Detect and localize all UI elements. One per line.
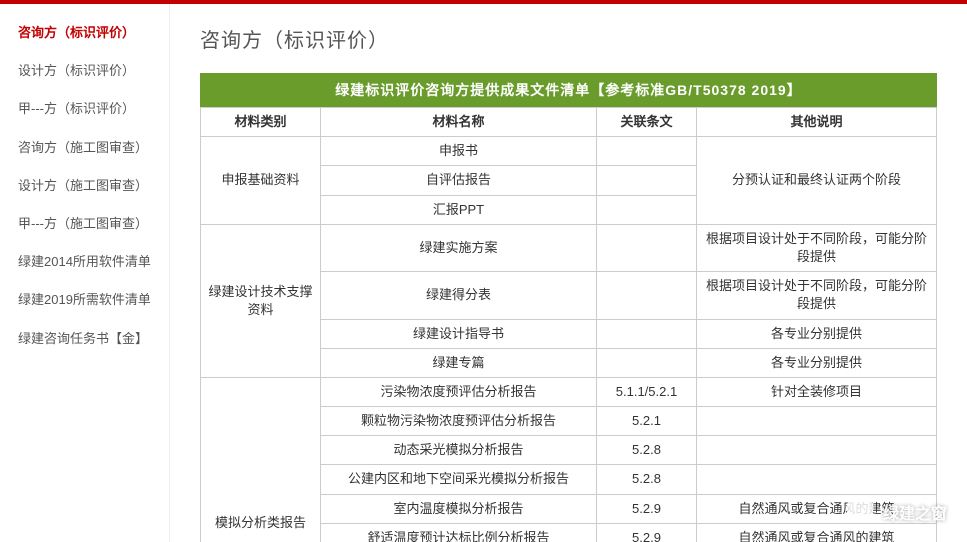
cell-name: 汇报PPT xyxy=(321,195,597,224)
sidebar-item-7[interactable]: 绿建2019所需软件清单 xyxy=(0,281,169,319)
cell-clause xyxy=(597,348,697,377)
cell-name: 动态采光模拟分析报告 xyxy=(321,436,597,465)
cell-clause xyxy=(597,137,697,166)
cell-name: 绿建专篇 xyxy=(321,348,597,377)
cell-note: 根据项目设计处于不同阶段，可能分阶段提供 xyxy=(697,224,937,271)
cell-note xyxy=(697,407,937,436)
cell-clause xyxy=(597,224,697,271)
cell-clause: 5.2.1 xyxy=(597,407,697,436)
sidebar-item-8[interactable]: 绿建咨询任务书【金】 xyxy=(0,320,169,358)
sidebar-item-3[interactable]: 咨询方（施工图审查） xyxy=(0,129,169,167)
cell-name: 自评估报告 xyxy=(321,166,597,195)
cell-note: 分预认证和最终认证两个阶段 xyxy=(697,137,937,225)
th-note: 其他说明 xyxy=(697,108,937,137)
layout: 咨询方（标识评价）设计方（标识评价）甲---方（标识评价）咨询方（施工图审查）设… xyxy=(0,4,967,542)
cell-note xyxy=(697,465,937,494)
sidebar-item-6[interactable]: 绿建2014所用软件清单 xyxy=(0,243,169,281)
cell-clause xyxy=(597,166,697,195)
cell-name: 舒适温度预计达标比例分析报告 xyxy=(321,523,597,542)
table-row: 模拟分析类报告污染物浓度预评估分析报告5.1.1/5.2.1针对全装修项目 xyxy=(201,377,937,406)
cell-clause xyxy=(597,319,697,348)
cell-note xyxy=(697,436,937,465)
cell-category: 模拟分析类报告 xyxy=(201,377,321,542)
table-row: 绿建设计技术支撑资料绿建实施方案根据项目设计处于不同阶段，可能分阶段提供 xyxy=(201,224,937,271)
cell-name: 申报书 xyxy=(321,137,597,166)
page-title: 咨询方（标识评价） xyxy=(200,24,937,53)
cell-note: 自然通风或复合通风的建筑 xyxy=(697,523,937,542)
watermark: 绿建之窗 xyxy=(847,500,947,524)
cell-note: 各专业分别提供 xyxy=(697,319,937,348)
cell-name: 公建内区和地下空间采光模拟分析报告 xyxy=(321,465,597,494)
cell-category: 绿建设计技术支撑资料 xyxy=(201,224,321,377)
cell-note: 针对全装修项目 xyxy=(697,377,937,406)
cell-clause: 5.2.8 xyxy=(597,465,697,494)
cell-name: 绿建设计指导书 xyxy=(321,319,597,348)
sidebar-item-5[interactable]: 甲---方（施工图审查） xyxy=(0,205,169,243)
cell-clause: 5.2.9 xyxy=(597,494,697,523)
table-row: 申报基础资料申报书分预认证和最终认证两个阶段 xyxy=(201,137,937,166)
cell-clause xyxy=(597,195,697,224)
cell-name: 绿建实施方案 xyxy=(321,224,597,271)
document-table: 绿建标识评价咨询方提供成果文件清单【参考标准GB/T50378 2019】 材料… xyxy=(200,73,937,542)
watermark-label: 绿建之窗 xyxy=(883,500,947,524)
th-clause: 关联条文 xyxy=(597,108,697,137)
cell-category: 申报基础资料 xyxy=(201,137,321,225)
cell-name: 污染物浓度预评估分析报告 xyxy=(321,377,597,406)
cell-name: 颗粒物污染物浓度预评估分析报告 xyxy=(321,407,597,436)
sidebar-item-4[interactable]: 设计方（施工图审查） xyxy=(0,167,169,205)
cell-name: 绿建得分表 xyxy=(321,272,597,319)
cell-note: 根据项目设计处于不同阶段，可能分阶段提供 xyxy=(697,272,937,319)
wechat-icon xyxy=(847,501,873,523)
deliverables-table: 材料类别 材料名称 关联条文 其他说明 申报基础资料申报书分预认证和最终认证两个… xyxy=(200,107,937,542)
th-name: 材料名称 xyxy=(321,108,597,137)
table-header-row: 材料类别 材料名称 关联条文 其他说明 xyxy=(201,108,937,137)
cell-clause: 5.1.1/5.2.1 xyxy=(597,377,697,406)
sidebar-item-2[interactable]: 甲---方（标识评价） xyxy=(0,90,169,128)
sidebar: 咨询方（标识评价）设计方（标识评价）甲---方（标识评价）咨询方（施工图审查）设… xyxy=(0,4,170,542)
sidebar-item-1[interactable]: 设计方（标识评价） xyxy=(0,52,169,90)
sidebar-item-0[interactable]: 咨询方（标识评价） xyxy=(0,14,169,52)
th-category: 材料类别 xyxy=(201,108,321,137)
cell-clause xyxy=(597,272,697,319)
cell-clause: 5.2.9 xyxy=(597,523,697,542)
main-content: 咨询方（标识评价） 绿建标识评价咨询方提供成果文件清单【参考标准GB/T5037… xyxy=(170,4,967,542)
cell-name: 室内温度模拟分析报告 xyxy=(321,494,597,523)
table-caption: 绿建标识评价咨询方提供成果文件清单【参考标准GB/T50378 2019】 xyxy=(200,73,937,107)
cell-note: 各专业分别提供 xyxy=(697,348,937,377)
cell-clause: 5.2.8 xyxy=(597,436,697,465)
